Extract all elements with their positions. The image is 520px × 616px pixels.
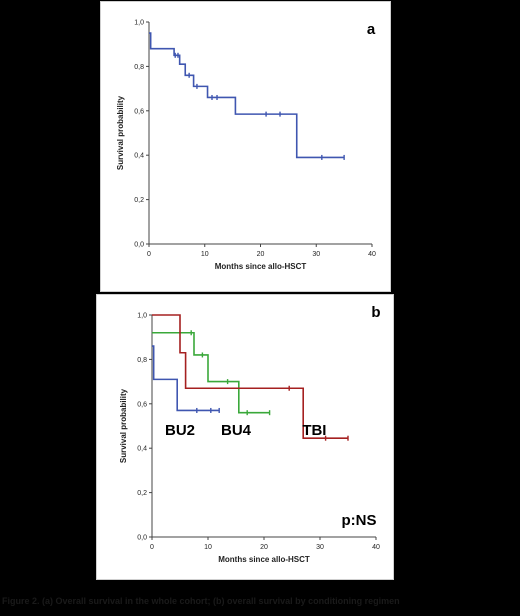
survival-curve-bu4 bbox=[152, 331, 270, 414]
x-tick-label: 10 bbox=[204, 544, 212, 551]
y-tick-label: 0,0 bbox=[137, 535, 147, 542]
x-tick-label: 0 bbox=[150, 544, 154, 551]
figure-caption: Figure 2. (a) Overall survival in the wh… bbox=[2, 596, 400, 606]
survival-chart-b: 0 10 20 30 40 0,0 0,2 0,4 0,6 0,8 1,0 Months since … bbox=[119, 304, 381, 564]
y-tick-label: 0,8 bbox=[134, 64, 144, 71]
survival-curve-bu2 bbox=[152, 345, 220, 412]
y-tick-label: 0,2 bbox=[137, 490, 147, 497]
x-tick-label: 10 bbox=[201, 251, 209, 258]
x-tick-label: 20 bbox=[257, 251, 265, 258]
x-tick-label: 40 bbox=[372, 544, 380, 551]
survival-curve bbox=[149, 32, 345, 159]
y-tick-label: 0,4 bbox=[134, 153, 144, 160]
y-tick-label: 0,4 bbox=[137, 446, 147, 453]
y-tick-label: 0,2 bbox=[134, 197, 144, 204]
p-value-annotation: p:NS bbox=[342, 512, 377, 529]
x-tick-label: 0 bbox=[147, 251, 151, 258]
series-label-bu2: BU2 bbox=[165, 422, 195, 439]
x-tick-label: 30 bbox=[312, 251, 320, 258]
series-label-bu4: BU4 bbox=[221, 422, 252, 439]
y-tick-label: 0,8 bbox=[137, 357, 147, 364]
chart-panel-a: 0 10 20 30 40 0,0 0,2 0,4 0,6 0,8 1,0 Months since … bbox=[100, 1, 391, 292]
y-tick-label: 1,0 bbox=[137, 313, 147, 320]
y-tick-label: 0,6 bbox=[137, 401, 147, 408]
x-tick-label: 40 bbox=[368, 251, 376, 258]
y-tick-label: 0,6 bbox=[134, 108, 144, 115]
chart-panel-b: 0 10 20 30 40 0,0 0,2 0,4 0,6 0,8 1,0 Months since … bbox=[96, 294, 394, 580]
survival-chart-a: 0 10 20 30 40 0,0 0,2 0,4 0,6 0,8 1,0 Months since … bbox=[116, 20, 376, 272]
panel-letter: b bbox=[371, 304, 380, 321]
survival-curve-tbi bbox=[152, 314, 348, 440]
panel-letter: a bbox=[367, 21, 376, 38]
x-axis-label: Months since allo-HSCT bbox=[215, 262, 307, 271]
series-label-tbi: TBI bbox=[302, 422, 326, 439]
x-tick-label: 20 bbox=[260, 544, 268, 551]
y-axis-label: Survival probability bbox=[116, 95, 125, 170]
y-tick-label: 1,0 bbox=[134, 20, 144, 27]
y-tick-label: 0,0 bbox=[134, 242, 144, 249]
x-axis-label: Months since allo-HSCT bbox=[218, 555, 310, 564]
x-tick-label: 30 bbox=[316, 544, 324, 551]
y-axis-label: Survival probability bbox=[119, 388, 128, 463]
